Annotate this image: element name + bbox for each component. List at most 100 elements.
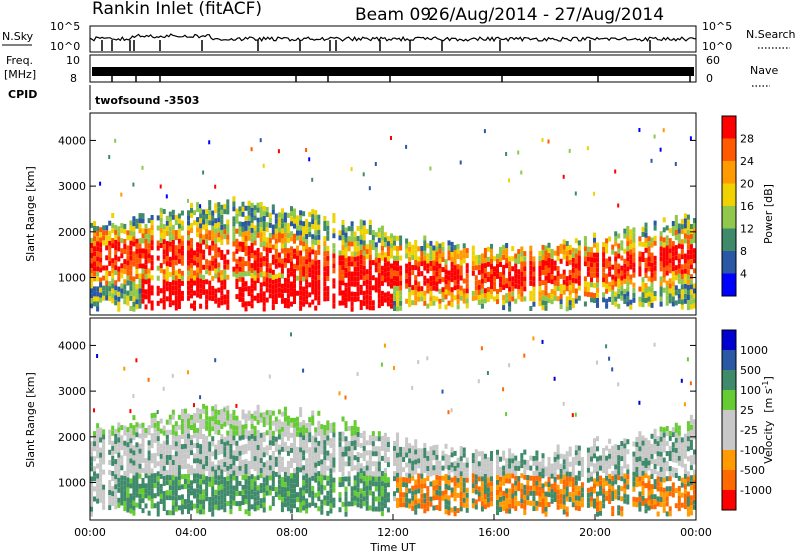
velocity-cell [323, 495, 327, 501]
velocity-cell [447, 485, 451, 491]
power-cell [132, 221, 136, 227]
velocity-cell [338, 446, 342, 452]
velocity-cell [414, 504, 418, 510]
velocity-cell [262, 422, 266, 427]
power-cell [259, 272, 263, 278]
power-cell [305, 228, 309, 234]
velocity-cell [614, 464, 618, 470]
velocity-cell [405, 487, 409, 493]
power-cell [680, 274, 684, 280]
power-cell [508, 296, 512, 302]
power-cell [132, 231, 136, 237]
power-cell [111, 243, 115, 249]
power-cell [620, 265, 624, 271]
velocity-cell [502, 475, 506, 481]
power-cell [608, 281, 612, 287]
power-cell [399, 235, 403, 241]
velocity-cell [141, 488, 145, 493]
power-cell [683, 253, 687, 259]
power-cell [247, 235, 251, 241]
velocity-cell [93, 446, 97, 452]
power-cell [265, 252, 269, 258]
velocity-cell [511, 458, 515, 464]
velocity-cell [293, 417, 297, 423]
power-cell [96, 246, 100, 252]
power-cell [423, 235, 427, 241]
power-cell [650, 242, 654, 248]
velocity-cell [274, 492, 278, 497]
power-cell [259, 297, 263, 303]
power-cell [444, 259, 448, 265]
velocity-cell [205, 435, 209, 441]
power-cell [565, 276, 569, 282]
power-cell [453, 295, 457, 301]
power-cell [383, 277, 387, 283]
velocity-cell [190, 414, 194, 420]
power-cell [162, 249, 166, 255]
velocity-cell [299, 422, 303, 428]
power-cell [365, 289, 369, 295]
power-cell [256, 252, 260, 258]
velocity-cell [638, 456, 642, 462]
velocity-cell [153, 453, 157, 458]
power-cell [380, 250, 384, 256]
power-cell [217, 287, 221, 293]
power-cell [259, 262, 263, 268]
power-cell [532, 291, 536, 297]
power-cell [111, 293, 115, 299]
power-cell [159, 227, 163, 233]
velocity-cell [659, 486, 663, 492]
velocity-cell [377, 501, 381, 507]
velocity-cell [423, 493, 427, 499]
power-cell [250, 298, 254, 304]
velocity-cell [471, 483, 475, 489]
velocity-cell [193, 503, 197, 509]
power-cell [314, 230, 318, 236]
power-cell [156, 215, 160, 221]
power-cell [377, 257, 381, 263]
power-cell [314, 215, 318, 221]
power-cell [474, 280, 478, 286]
velocity-cell [356, 441, 360, 447]
power-cell [547, 273, 551, 278]
power-cell [220, 234, 224, 240]
velocity-cell [332, 482, 336, 488]
power-frame [89, 112, 697, 316]
velocity-cell [117, 472, 121, 478]
power-cell [480, 278, 484, 284]
power-cell [290, 271, 294, 277]
power-cell [220, 214, 224, 220]
velocity-cell [574, 490, 578, 496]
velocity-cell [586, 477, 590, 483]
power-cell [187, 215, 191, 221]
velocity-outlier [129, 409, 132, 414]
velocity-cell [211, 461, 215, 467]
velocity-cell [638, 466, 642, 472]
velocity-cell [329, 438, 333, 444]
power-cell [132, 286, 136, 292]
power-cell [138, 243, 142, 249]
power-cell [144, 234, 148, 239]
power-cell [571, 257, 575, 263]
velocity-cell [90, 501, 94, 507]
velocity-cell [350, 461, 354, 467]
power-cell [686, 259, 690, 265]
velocity-cell [483, 453, 487, 459]
velocity-cell [311, 415, 315, 421]
power-cell [323, 276, 327, 282]
velocity-cell [435, 474, 439, 480]
velocity-cell [117, 447, 121, 453]
power-cell [129, 306, 133, 311]
power-cell [632, 242, 636, 248]
power-cell [162, 269, 166, 275]
velocity-cell [356, 487, 360, 493]
velocity-cell [435, 459, 439, 465]
power-cell [150, 215, 154, 220]
power-cell [341, 225, 345, 230]
power-cell [429, 301, 433, 307]
power-cell [505, 278, 509, 284]
velocity-outlier [132, 394, 135, 399]
power-cell [390, 268, 394, 274]
velocity-cell [147, 485, 151, 491]
velocity-cell [511, 488, 515, 494]
